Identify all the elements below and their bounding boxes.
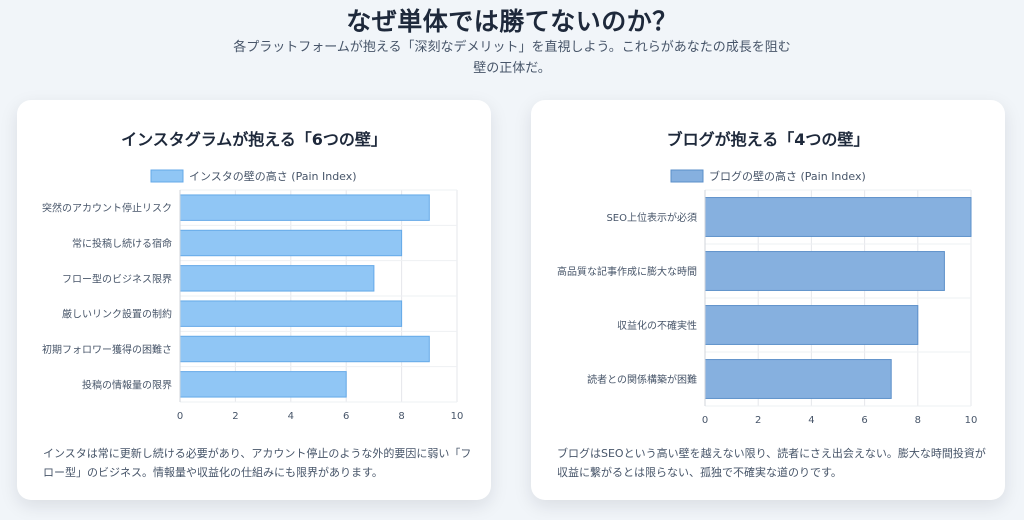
blog-category-label: SEO上位表示が必須 [606, 211, 697, 224]
blog-bar [704, 359, 892, 399]
instagram-card-description: インスタは常に更新し続ける必要があり、アカウント停止のような外的要因に弱い「フロ… [43, 447, 472, 479]
instagram-bar-chart: インスタの壁の高さ (Pain Index) 0 2 4 6 8 10 突然のアカウント停止リ… [42, 169, 464, 422]
blog-x-tick-label: 0 [702, 415, 708, 426]
instagram-card: インスタグラムが抱える「6つの壁」 インスタの壁の高さ (Pain Index)… [17, 100, 491, 500]
instagram-category-label: フロー型のビジネス限界 [62, 272, 172, 285]
instagram-x-tick-label: 8 [398, 411, 404, 422]
blog-legend-label: ブログの壁の高さ (Pain Index) [709, 169, 866, 183]
instagram-bar [179, 335, 430, 363]
blog-bar-chart: ブログの壁の高さ (Pain Index) 0 2 4 6 8 10 SEO上位表示が必須高品… [557, 169, 978, 426]
instagram-category-label: 厳しいリンク設置の制約 [62, 308, 172, 321]
blog-category-label: 読者との関係構築が困難 [587, 373, 697, 386]
blog-x-tick-label: 2 [755, 415, 761, 426]
blog-x-tick-label: 8 [915, 415, 921, 426]
blog-category-label: 高品質な記事作成に膨大な時間 [557, 265, 697, 278]
blog-bar [704, 305, 919, 345]
blog-legend-swatch [670, 169, 704, 183]
instagram-category-label: 突然のアカウント停止リスク [42, 202, 172, 215]
instagram-bar [179, 265, 375, 292]
page-title: なぜ単体では勝てないのか？ [346, 7, 678, 36]
instagram-category-label: 初期フォロワー獲得の困難さ [42, 343, 172, 356]
blog-x-tick-label: 6 [861, 415, 867, 426]
instagram-x-tick-label: 2 [232, 411, 238, 422]
blog-x-tick-label: 4 [808, 415, 814, 426]
instagram-x-tick-label: 0 [177, 411, 183, 422]
instagram-card-title: インスタグラムが抱える「6つの壁」 [121, 130, 387, 149]
instagram-x-tick-label: 10 [451, 411, 464, 422]
instagram-bar [179, 194, 430, 221]
blog-x-tick-label: 10 [965, 415, 978, 426]
instagram-bar [179, 300, 403, 327]
instagram-category-label: 常に投稿し続ける宿命 [72, 237, 172, 250]
instagram-x-tick-label: 6 [343, 411, 349, 422]
blog-card-title: ブログが抱える「4つの壁」 [666, 130, 870, 149]
instagram-legend-swatch [150, 169, 184, 183]
blog-bar [704, 251, 945, 291]
instagram-bar [179, 229, 403, 257]
blog-bar [704, 197, 972, 237]
instagram-category-label: 投稿の情報量の限界 [82, 378, 172, 391]
instagram-x-tick-label: 4 [288, 411, 294, 422]
instagram-legend-label: インスタの壁の高さ (Pain Index) [189, 169, 357, 183]
blog-card: ブログが抱える「4つの壁」 ブログの壁の高さ (Pain Index) 0 2 4 6 8… [531, 100, 1005, 500]
page-subtitle: 各プラットフォームが抱える「深刻なデメリット」を直視しよう。これらがあなたの成長… [233, 40, 791, 76]
blog-category-label: 収益化の不確実性 [617, 319, 697, 332]
instagram-bar [179, 371, 347, 398]
blog-card-description: ブログはSEOという高い壁を越えない限り、読者にさえ出会えない。膨大な時間投資が… [557, 447, 986, 479]
